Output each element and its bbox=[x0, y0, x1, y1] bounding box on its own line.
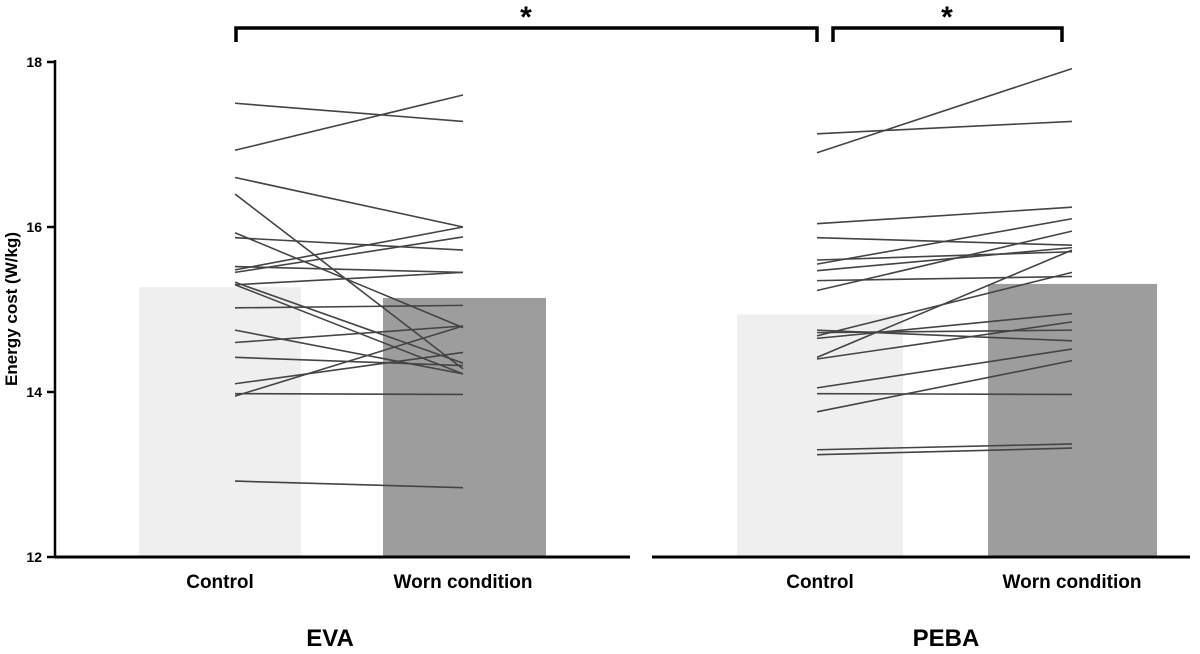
bracket-eva-peba-control bbox=[234, 26, 819, 42]
paired-line-peba-13 bbox=[816, 312, 1073, 340]
paired-line-eva-14 bbox=[234, 329, 464, 375]
paired-line-eva-19 bbox=[234, 392, 464, 396]
paired-line-eva-7 bbox=[234, 265, 464, 274]
significance-star-2: * bbox=[941, 1, 953, 34]
bars-layer bbox=[139, 283, 1157, 557]
paired-lines-layer bbox=[234, 67, 1073, 489]
paired-line-peba-8 bbox=[816, 275, 1073, 282]
paired-line-peba-14 bbox=[816, 249, 1073, 359]
paired-line-eva-18 bbox=[234, 325, 464, 397]
paired-line-peba-1 bbox=[816, 120, 1073, 135]
group-label-peba: PEBA bbox=[913, 625, 980, 652]
group-label-eva: EVA bbox=[306, 625, 354, 652]
paired-line-eva-1 bbox=[234, 102, 464, 123]
paired-line-eva-11 bbox=[234, 271, 464, 286]
paired-line-eva-20 bbox=[234, 480, 464, 489]
y-tick-label-12: 12 bbox=[26, 549, 42, 565]
bracket-peba-control-worn bbox=[831, 26, 1064, 42]
significance-bracket-1: * bbox=[234, 1, 819, 42]
x-label-peba-control: Control bbox=[786, 572, 854, 593]
paired-line-eva-9 bbox=[234, 236, 464, 274]
axes-layer bbox=[53, 60, 1190, 559]
bar-peba-worn bbox=[988, 283, 1157, 557]
y-axis-title: Energy cost (W/kg) bbox=[2, 232, 21, 386]
bar-peba-control bbox=[737, 314, 903, 557]
paired-line-peba-20 bbox=[816, 447, 1073, 456]
paired-line-peba-6 bbox=[816, 217, 1073, 265]
significance-bracket-2: * bbox=[831, 1, 1064, 42]
paired-line-peba-17 bbox=[816, 392, 1073, 396]
paired-line-peba-5 bbox=[816, 250, 1073, 261]
paired-line-eva-3 bbox=[234, 176, 464, 228]
paired-line-peba-16 bbox=[816, 348, 1073, 389]
y-ticks-layer: 12 14 16 18 bbox=[26, 54, 55, 565]
paired-line-eva-4 bbox=[234, 193, 464, 370]
bar-eva-control bbox=[139, 287, 301, 557]
paired-line-eva-6 bbox=[234, 236, 464, 251]
paired-line-peba-9 bbox=[816, 230, 1073, 292]
x-label-eva-worn: Worn condition bbox=[394, 572, 533, 593]
paired-line-peba-18 bbox=[816, 359, 1073, 413]
y-tick-label-14: 14 bbox=[26, 384, 42, 400]
paired-line-eva-8 bbox=[234, 226, 464, 271]
y-tick-label-16: 16 bbox=[26, 219, 42, 235]
x-label-peba-worn: Worn condition bbox=[1003, 572, 1142, 593]
bar-eva-worn bbox=[383, 297, 546, 557]
paired-line-eva-15 bbox=[234, 325, 464, 344]
paired-line-eva-13 bbox=[234, 304, 464, 309]
paired-line-peba-15 bbox=[816, 321, 1073, 360]
paired-line-peba-2 bbox=[816, 67, 1073, 154]
paired-line-eva-17 bbox=[234, 351, 464, 385]
x-label-eva-control: Control bbox=[186, 572, 254, 593]
paired-line-peba-11 bbox=[816, 329, 1073, 334]
paired-line-eva-10 bbox=[234, 281, 464, 364]
paired-line-eva-5 bbox=[234, 232, 464, 329]
paired-line-peba-7 bbox=[816, 246, 1073, 272]
paired-line-peba-19 bbox=[816, 443, 1073, 451]
y-tick-label-18: 18 bbox=[26, 54, 42, 70]
paired-line-eva-2 bbox=[234, 94, 464, 152]
paired-line-peba-3 bbox=[816, 206, 1073, 225]
paired-line-eva-12 bbox=[234, 284, 464, 375]
significance-star-1: * bbox=[520, 1, 532, 34]
